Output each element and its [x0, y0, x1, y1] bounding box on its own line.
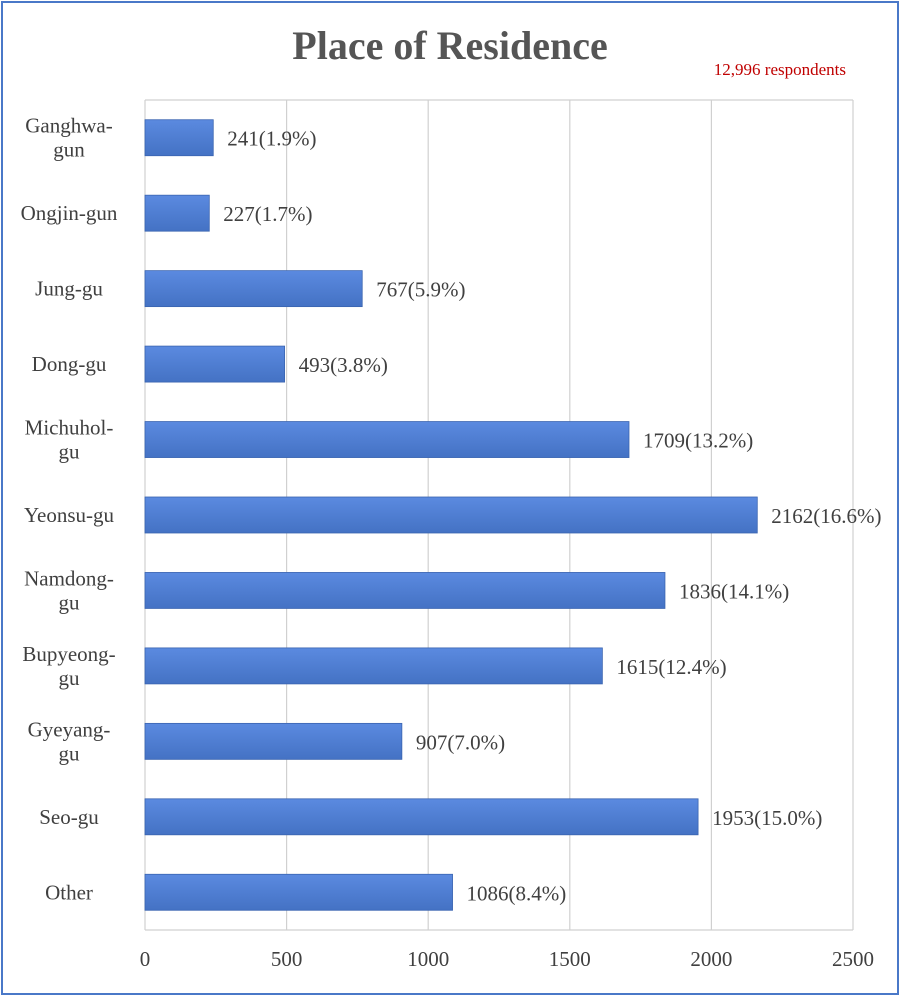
bar — [144, 345, 286, 383]
bar — [144, 722, 403, 760]
x-tick-label: 500 — [271, 947, 303, 971]
category-label: Seo-gu — [39, 805, 99, 829]
bar — [144, 647, 603, 685]
data-label: 1086(8.4%) — [467, 881, 567, 905]
data-label: 493(3.8%) — [299, 353, 388, 377]
x-tick-label: 2000 — [690, 947, 732, 971]
bar — [144, 572, 666, 609]
bar — [144, 194, 210, 232]
category-label: Bupyeong-gu — [22, 642, 115, 690]
category-label: Ongjin-gun — [21, 201, 118, 225]
data-label: 1836(14.1%) — [679, 579, 789, 603]
category-label: Yeonsu-gu — [24, 503, 115, 527]
data-label: 1615(12.4%) — [616, 655, 726, 679]
x-tick-label: 0 — [140, 947, 151, 971]
bar — [144, 496, 758, 534]
x-axis-ticks: 0 500 1000 1500 2000 2500 — [140, 947, 874, 971]
data-label: 241(1.9%) — [227, 127, 316, 151]
category-label: Dong-gu — [32, 352, 107, 376]
bar — [144, 873, 453, 911]
data-label: 1953(15.0%) — [712, 806, 822, 830]
x-tick-label: 1500 — [549, 947, 591, 971]
category-label: Ganghwa-gun — [25, 114, 112, 162]
data-label: 1709(13.2%) — [643, 429, 753, 453]
bar — [144, 421, 630, 458]
x-tick-label: 2500 — [832, 947, 874, 971]
category-label: Michuhol-gu — [25, 416, 114, 464]
category-labels: Ganghwa-gun Ongjin-gun Jung-gu Dong-gu Michu… — [21, 114, 118, 905]
x-tick-label: 1000 — [407, 947, 449, 971]
chart-subtitle: 12,996 respondents — [713, 60, 846, 79]
bars — [144, 119, 758, 911]
category-label: Other — [45, 880, 93, 904]
data-labels: 241(1.9%) 227(1.7%) 767(5.9%) 493(3.8%) 1709… — [223, 127, 881, 906]
data-label: 227(1.7%) — [223, 202, 312, 226]
bar — [144, 798, 699, 836]
bar — [144, 119, 214, 157]
category-label: Gyeyang-gu — [28, 717, 111, 765]
category-label: Namdong-gu — [24, 566, 114, 614]
data-label: 767(5.9%) — [376, 278, 465, 302]
chart-title: Place of Residence — [292, 23, 608, 68]
bar — [144, 270, 363, 308]
data-label: 907(7.0%) — [416, 730, 505, 754]
category-label: Jung-gu — [35, 277, 103, 301]
data-label: 2162(16.6%) — [771, 504, 881, 528]
